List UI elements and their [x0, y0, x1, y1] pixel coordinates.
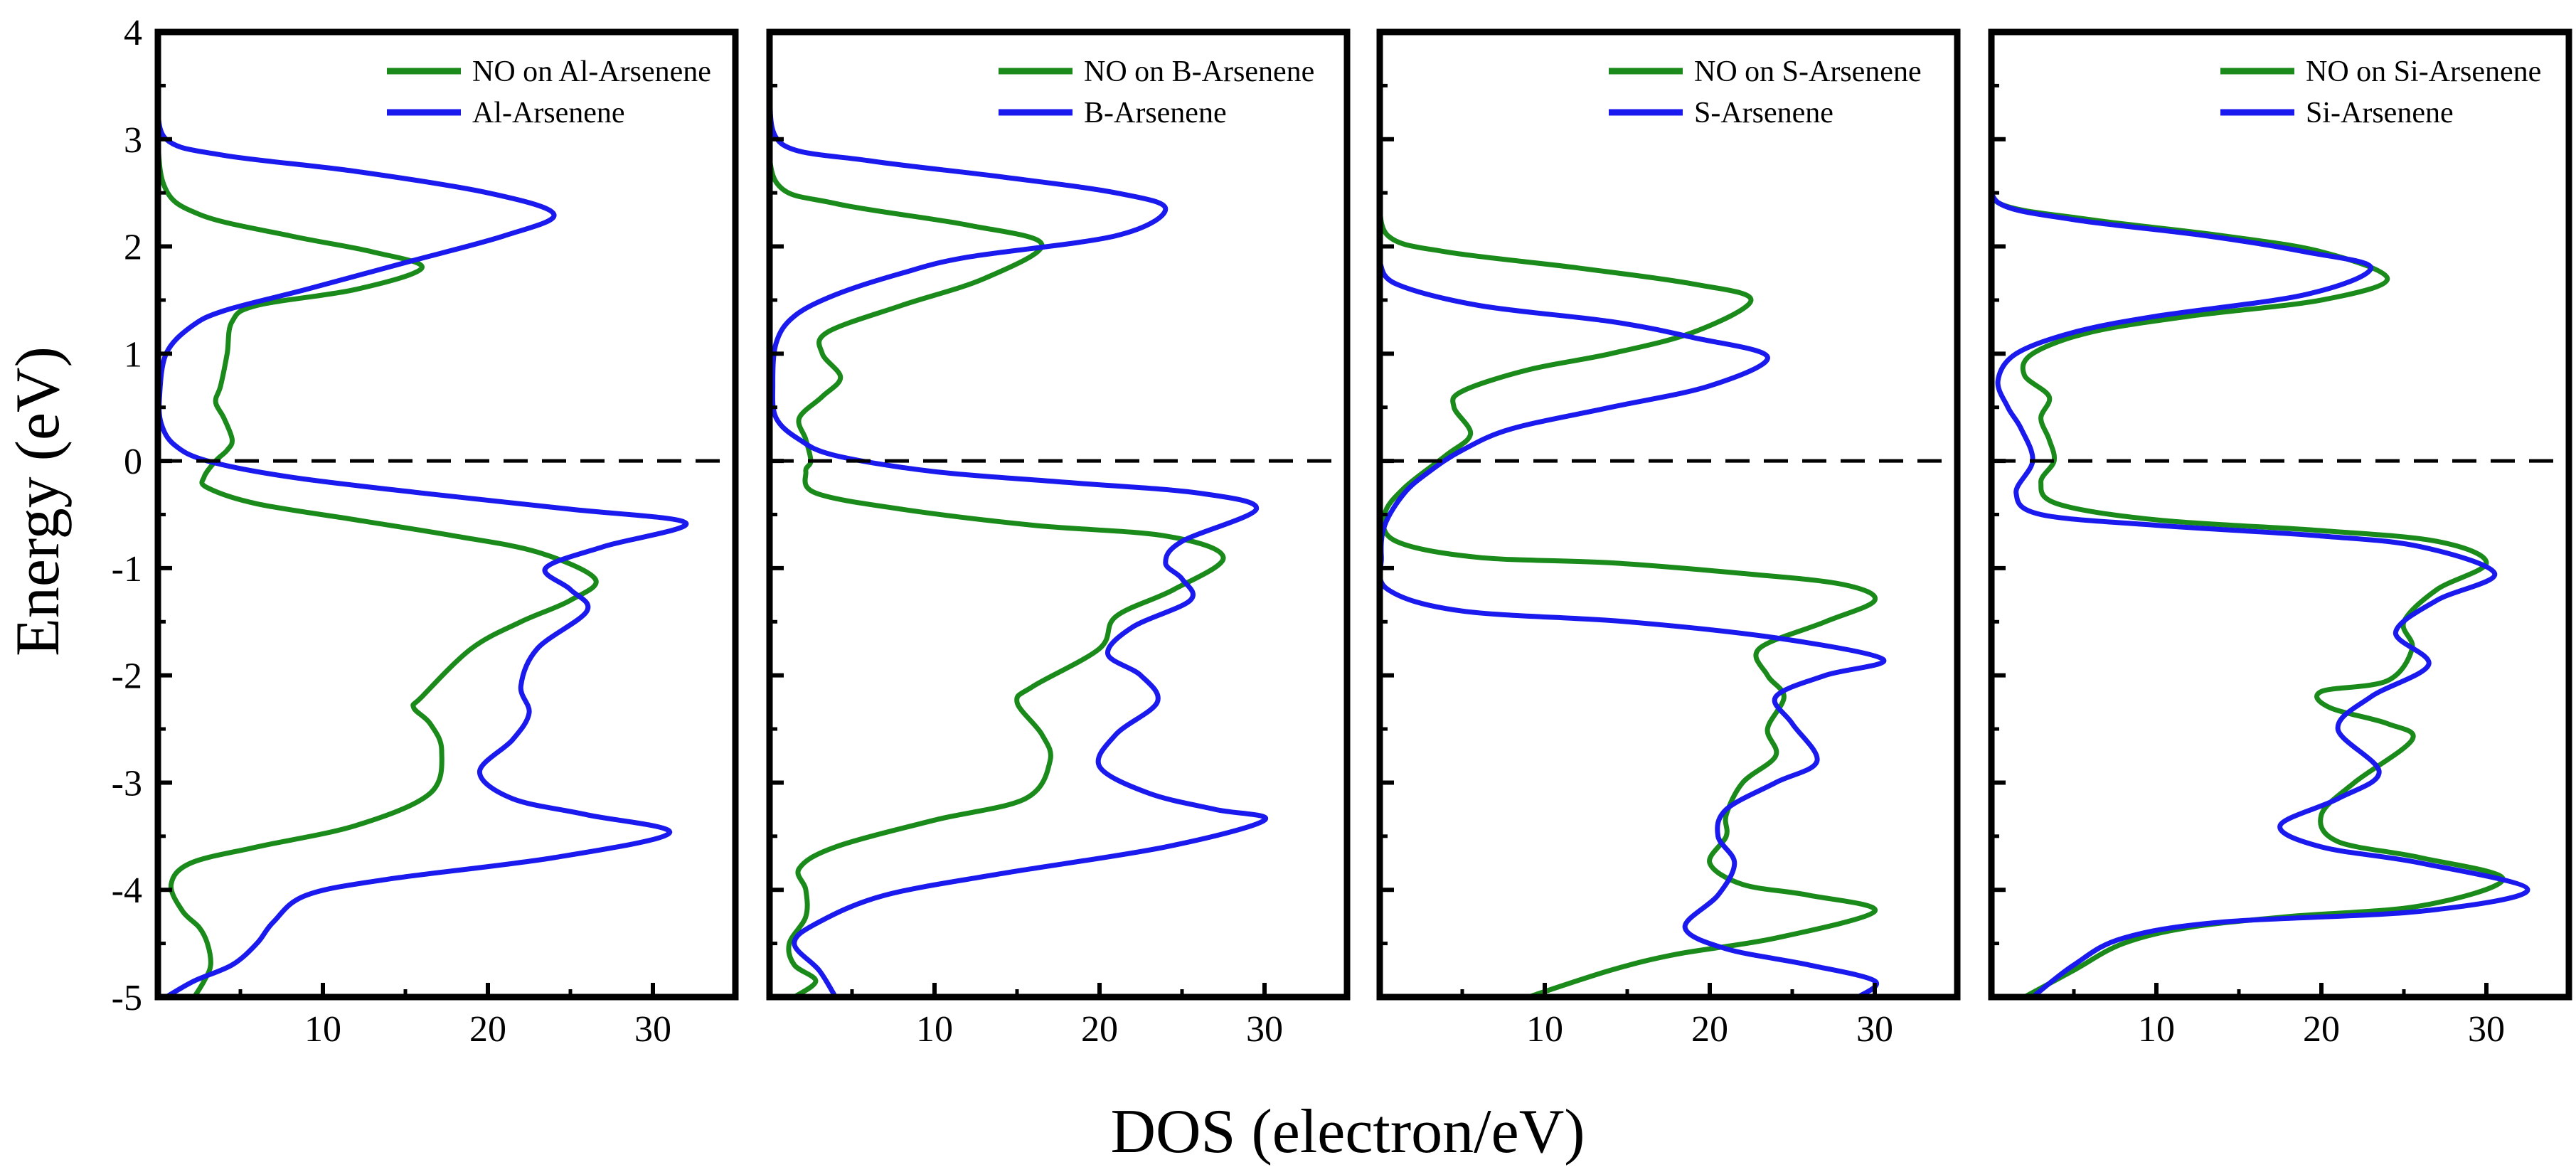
panel-1: -5 -4 -3 -2 -1 0 1 2 3 4 10 20 30 NO on Al-Arsenene Al… [112, 13, 739, 1050]
y-tick-label: 2 [124, 228, 142, 268]
panel-frame [1376, 28, 1961, 1001]
legend: NO on Al-Arsenene Al-Arsenene [387, 55, 711, 129]
x-tick-label: 10 [916, 1009, 953, 1050]
dos-curve-al-arsenene [158, 94, 688, 997]
legend: NO on B-Arsenene B-Arsenene [999, 55, 1314, 129]
legend-label: B-Arsenene [1084, 97, 1227, 129]
curves-group [1991, 169, 2530, 997]
x-tick-label: 30 [2468, 1009, 2505, 1050]
panel-2: 10 20 30 NO on B-Arsenene B-Arsenene [766, 28, 1351, 1050]
dos-curve-si-arsenene [1991, 169, 2530, 997]
legend-label: NO on B-Arsenene [1084, 55, 1314, 88]
curves-group [1380, 190, 1887, 997]
x-tick-label: 20 [1081, 1009, 1118, 1050]
y-tick-label: -4 [112, 870, 142, 911]
legend-label: Si-Arsenene [2306, 97, 2454, 129]
panel-frame [1988, 28, 2572, 1001]
dos-curve-no-on-si-arsenene [1991, 169, 2506, 997]
x-tick-label: 10 [2138, 1009, 2175, 1050]
dos-curve-no-on-al-arsenene [158, 94, 599, 997]
x-tick-label: 10 [1526, 1009, 1563, 1050]
curves-group [158, 94, 688, 997]
legend-label: NO on Al-Arsenene [472, 55, 711, 88]
y-axis-label: Energy (eV) [4, 346, 73, 656]
x-tick-label: 30 [1246, 1009, 1283, 1050]
legend-label: NO on S-Arsenene [1694, 55, 1922, 88]
x-tick-label: 20 [2303, 1009, 2340, 1050]
dos-curve-b-arsenene [770, 94, 1269, 997]
dos-curve-no-on-s-arsenene [1380, 190, 1878, 997]
y-tick-label: 1 [124, 334, 142, 375]
y-tick-label: -3 [112, 763, 142, 804]
y-tick-label: -2 [112, 656, 142, 697]
dos-curve-no-on-b-arsenene [770, 105, 1226, 997]
x-tick-label: 30 [1856, 1009, 1893, 1050]
y-tick-label: -5 [112, 978, 142, 1018]
curves-group [770, 94, 1269, 997]
y-tick-label: 4 [124, 13, 142, 53]
x-tick-label: 20 [469, 1009, 506, 1050]
y-tick-label: 0 [124, 442, 142, 482]
legend: NO on S-Arsenene S-Arsenene [1609, 55, 1922, 129]
y-tick-label: -1 [112, 549, 142, 590]
legend-label: Al-Arsenene [472, 97, 625, 129]
panel-frame [766, 28, 1351, 1001]
legend: NO on Si-Arsenene Si-Arsenene [2220, 55, 2541, 129]
dos-curve-s-arsenene [1380, 260, 1887, 997]
panel-3: 10 20 30 NO on S-Arsenene S-Arsenene [1376, 28, 1961, 1050]
legend-label: NO on Si-Arsenene [2306, 55, 2541, 88]
y-tick-label: 3 [124, 120, 142, 161]
panels-group: -5 -4 -3 -2 -1 0 1 2 3 4 10 20 30 NO on Al-Arsenene Al… [112, 13, 2572, 1050]
x-tick-label: 20 [1691, 1009, 1728, 1050]
legend-label: S-Arsenene [1694, 97, 1833, 129]
x-tick-label: 30 [634, 1009, 671, 1050]
x-axis-label: DOS (electron/eV) [1110, 1097, 1585, 1166]
panel-4: 10 20 30 NO on Si-Arsenene Si-Arsenene [1988, 28, 2572, 1050]
x-tick-label: 10 [304, 1009, 341, 1050]
